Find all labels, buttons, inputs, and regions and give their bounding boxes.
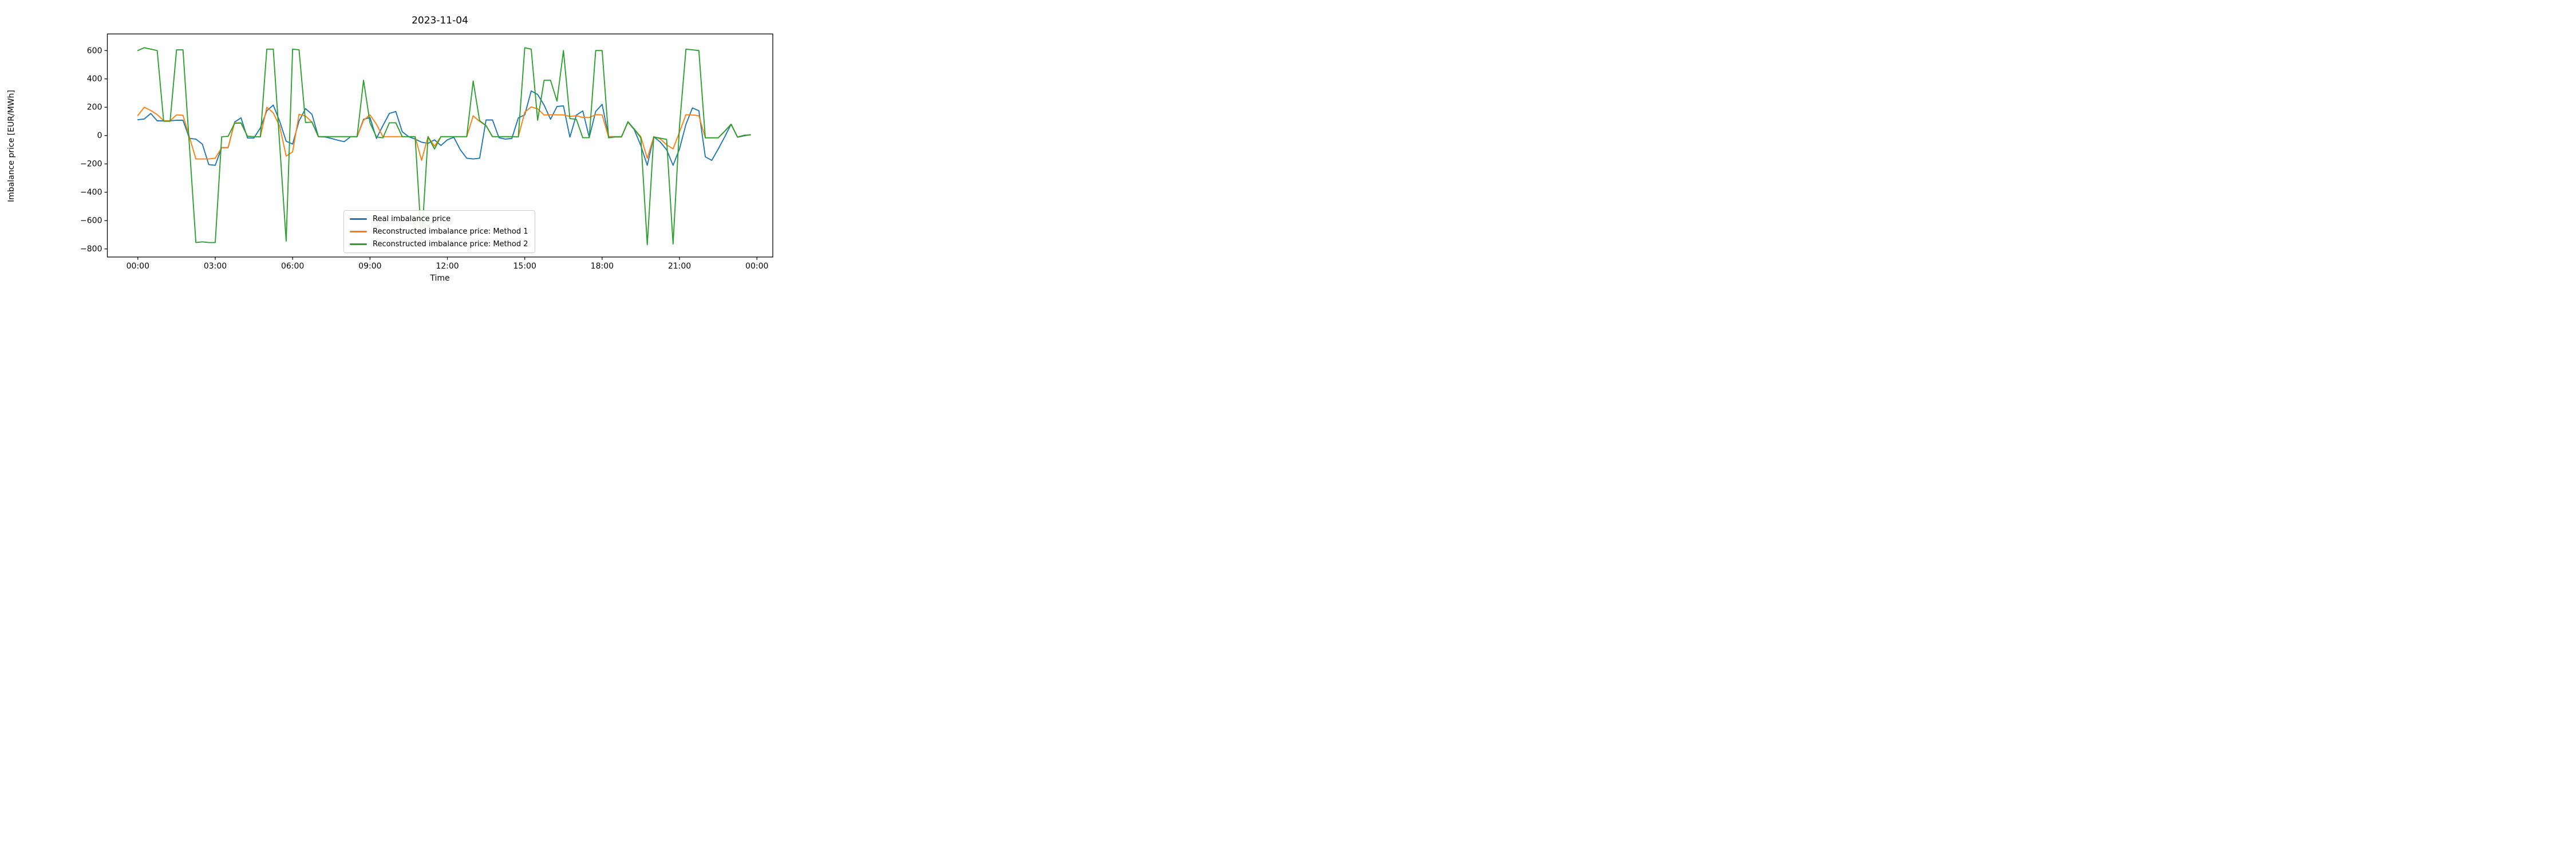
x-tick-label: 09:00 — [358, 262, 381, 271]
x-tick-label: 00:00 — [745, 262, 768, 271]
legend-entry-method2: Reconstructed imbalance price: Method 2 — [350, 240, 528, 249]
x-tick-label: 12:00 — [436, 262, 459, 271]
x-tick-label: 00:00 — [127, 262, 149, 271]
x-tick-label: 18:00 — [591, 262, 614, 271]
y-tick-label: −400 — [80, 188, 102, 197]
y-tick-label: −600 — [80, 216, 102, 226]
figure: 2023-11-04 Imbalance price [EUR/MWh] 00:… — [0, 0, 859, 286]
legend-swatch-method2 — [350, 243, 367, 245]
legend-entry-real: Real imbalance price — [350, 215, 528, 223]
x-tick-label: 21:00 — [668, 262, 691, 271]
series-line-2 — [137, 47, 751, 246]
legend-label-method2: Reconstructed imbalance price: Method 2 — [373, 240, 528, 249]
axes-canvas: 00:00 03:00 06:00 09:00 12:00 15:00 18:00 21:00… — [80, 33, 773, 271]
y-tick-label: 600 — [87, 46, 102, 56]
y-tick-label: −200 — [80, 160, 102, 169]
x-tick-label: 15:00 — [513, 262, 536, 271]
legend-label-real: Real imbalance price — [373, 215, 451, 223]
y-tick-label: 400 — [87, 74, 102, 84]
series-line-0 — [137, 90, 751, 166]
x-tick-label: 06:00 — [281, 262, 304, 271]
legend-entry-method1: Reconstructed imbalance price: Method 1 — [350, 227, 528, 236]
x-tick-label: 03:00 — [204, 262, 227, 271]
axes-spines — [106, 33, 773, 258]
legend: Real imbalance price Reconstructed imbal… — [343, 210, 536, 253]
legend-swatch-method1 — [350, 231, 367, 233]
legend-swatch-real — [350, 218, 367, 220]
y-tick-label: 0 — [97, 131, 102, 140]
y-tick-label: 200 — [87, 103, 102, 112]
y-tick-label: −800 — [80, 245, 102, 254]
x-axis-label: Time — [430, 274, 450, 283]
chart-title: 2023-11-04 — [412, 15, 468, 26]
legend-label-method1: Reconstructed imbalance price: Method 1 — [373, 227, 528, 236]
